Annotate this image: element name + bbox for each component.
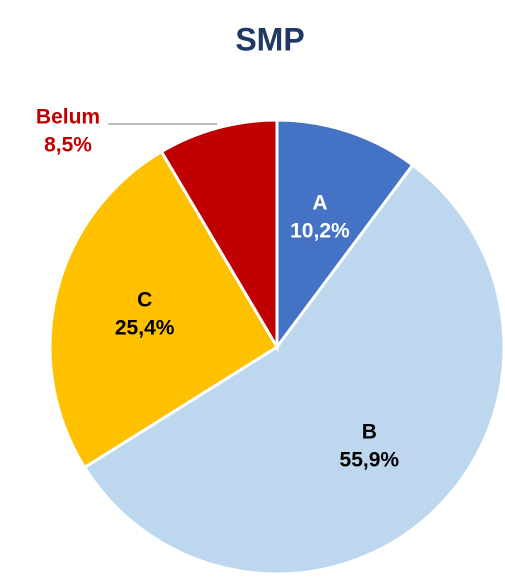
chart-title: SMP: [235, 21, 304, 57]
pie-slice: [82, 162, 505, 576]
slice-value-label: 25,4%: [115, 316, 175, 339]
slice-value-label: 55,9%: [340, 449, 400, 472]
slice-category: A: [312, 191, 327, 214]
slice-category: C: [137, 288, 152, 311]
slice-category: B: [362, 421, 377, 444]
pie-slice: [159, 118, 279, 353]
slice-value-label: 8,5%: [44, 134, 92, 157]
slice-category: Belum: [36, 106, 100, 129]
pie-slice: [48, 149, 280, 470]
pie-slice: [275, 118, 415, 352]
slice-value-label: 10,2%: [290, 219, 350, 242]
